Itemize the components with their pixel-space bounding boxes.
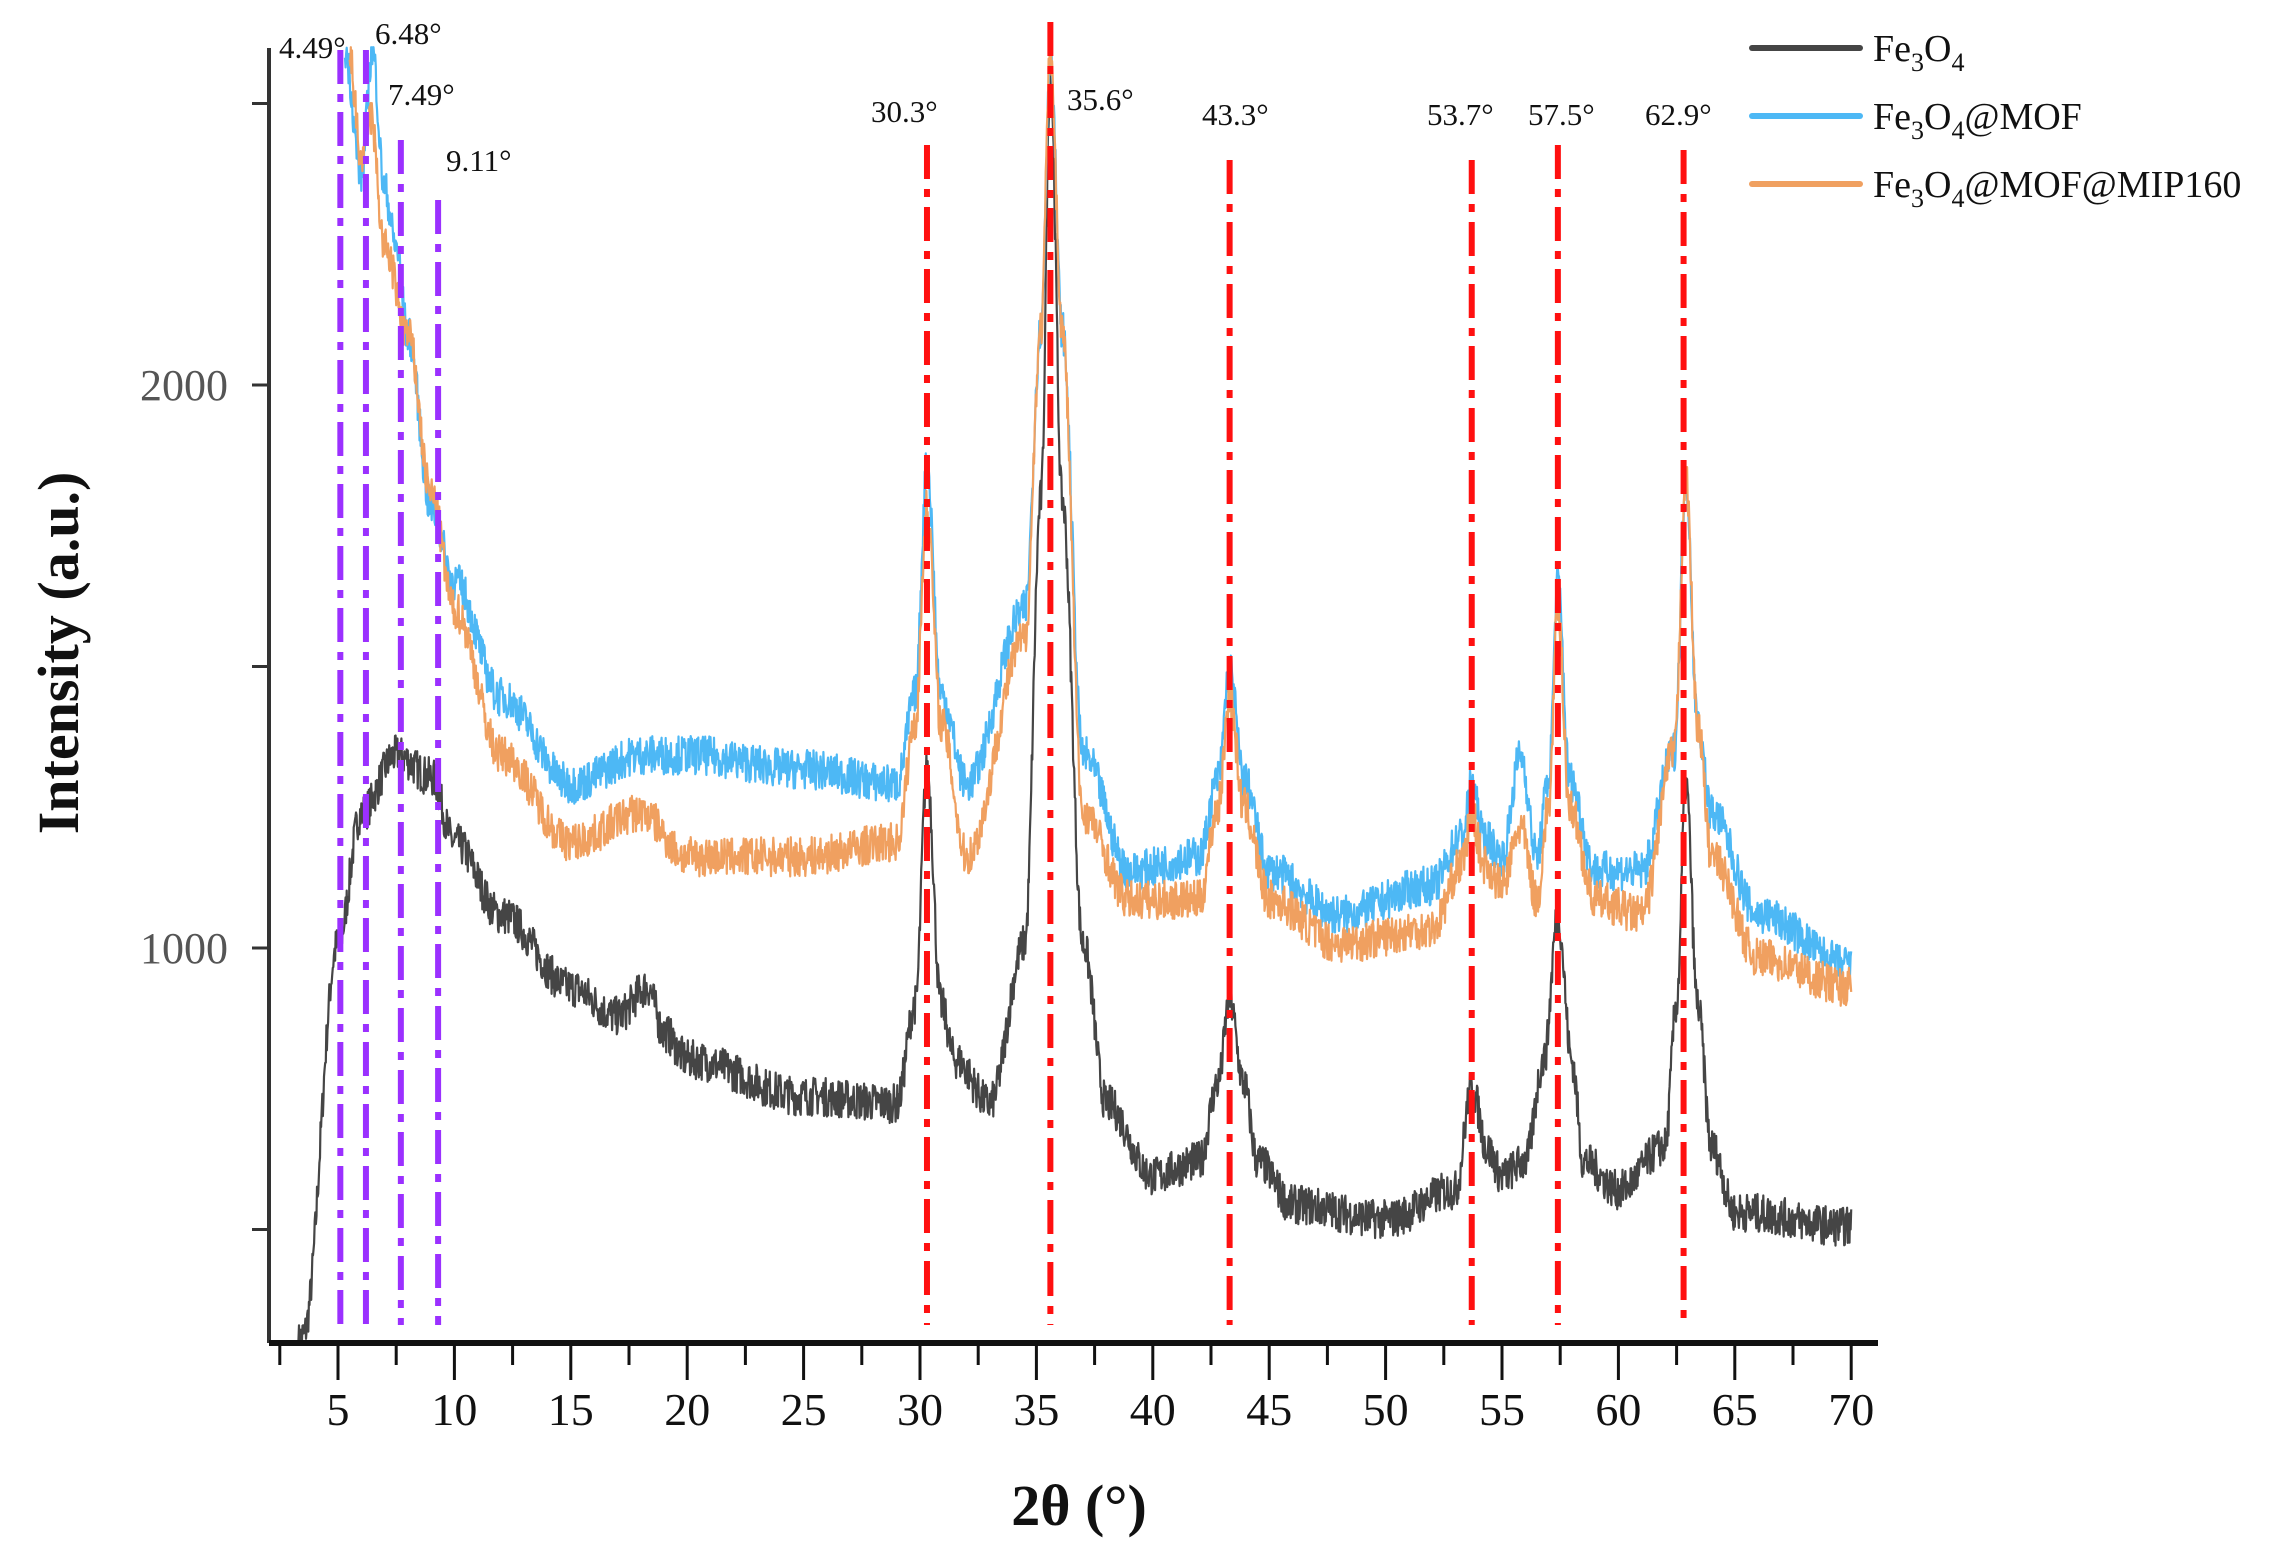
peak-label: 4.49° bbox=[279, 30, 346, 65]
series-line-1 bbox=[343, 46, 1853, 982]
legend-label-part: 4 bbox=[1951, 48, 1964, 77]
x-tick-label: 60 bbox=[1595, 1384, 1641, 1435]
x-tick-label: 50 bbox=[1363, 1384, 1409, 1435]
legend-label-part: 3 bbox=[1911, 116, 1924, 145]
peak-label: 7.49° bbox=[388, 77, 455, 112]
x-tick-label: 15 bbox=[548, 1384, 594, 1435]
series-line-2 bbox=[348, 46, 1853, 1007]
axes: 5 10 15 20 25 30 35 40 45 50 55 60 65 70 1000 2000 bbox=[140, 48, 1878, 1435]
y-tick-label: 2000 bbox=[140, 361, 228, 410]
peak-label: 30.3° bbox=[871, 94, 938, 129]
legend-label: Fe3O4@MOF bbox=[1873, 96, 2082, 145]
peak-label: 43.3° bbox=[1202, 97, 1269, 132]
legend-label-part: Fe bbox=[1873, 96, 1911, 138]
peak-label: 53.7° bbox=[1427, 97, 1494, 132]
y-axis-title: Intensity (a.u.) bbox=[26, 472, 91, 835]
x-tick-label: 20 bbox=[664, 1384, 710, 1435]
peak-label: 62.9° bbox=[1645, 97, 1712, 132]
series-line-0 bbox=[297, 68, 1853, 1344]
x-tick-label: 30 bbox=[897, 1384, 943, 1435]
peak-label: 57.5° bbox=[1528, 97, 1595, 132]
x-tick-label: 65 bbox=[1712, 1384, 1758, 1435]
legend-label: Fe3O4 bbox=[1873, 28, 1964, 77]
peak-label: 35.6° bbox=[1067, 82, 1134, 117]
legend-label-part: O bbox=[1924, 164, 1951, 206]
x-tick-label: 55 bbox=[1479, 1384, 1525, 1435]
legend-label-part: Fe bbox=[1873, 28, 1911, 70]
series-layer bbox=[297, 46, 1853, 1344]
legend-label-part: O bbox=[1924, 96, 1951, 138]
y-tick-label: 1000 bbox=[140, 924, 228, 973]
x-tick-label: 25 bbox=[781, 1384, 827, 1435]
legend-label-part: 3 bbox=[1911, 48, 1924, 77]
legend-label-part: 3 bbox=[1911, 184, 1924, 213]
legend-label-part: @MOF@MIP160 bbox=[1964, 164, 2241, 206]
peak-label: 9.11° bbox=[446, 143, 512, 178]
x-tick-label: 40 bbox=[1130, 1384, 1176, 1435]
x-tick-label: 35 bbox=[1013, 1384, 1059, 1435]
legend-label-part: Fe bbox=[1873, 164, 1911, 206]
legend-label-part: O bbox=[1924, 28, 1951, 70]
legend-label-part: 4 bbox=[1951, 184, 1964, 213]
x-tick-label: 10 bbox=[431, 1384, 477, 1435]
legend-label: Fe3O4@MOF@MIP160 bbox=[1873, 164, 2241, 213]
peak-label: 6.48° bbox=[375, 16, 442, 51]
legend-label-part: @MOF bbox=[1964, 96, 2081, 138]
legend-label-part: 4 bbox=[1951, 116, 1964, 145]
x-axis-title: 2θ (°) bbox=[1011, 1473, 1147, 1538]
x-tick-label: 70 bbox=[1828, 1384, 1874, 1435]
x-tick-label: 5 bbox=[327, 1384, 350, 1435]
x-tick-label: 45 bbox=[1246, 1384, 1292, 1435]
reference-lines: 4.49° 6.48° 7.49° 9.11° 30.3° 35.6° 43.3° 53.7°… bbox=[279, 16, 1712, 1325]
